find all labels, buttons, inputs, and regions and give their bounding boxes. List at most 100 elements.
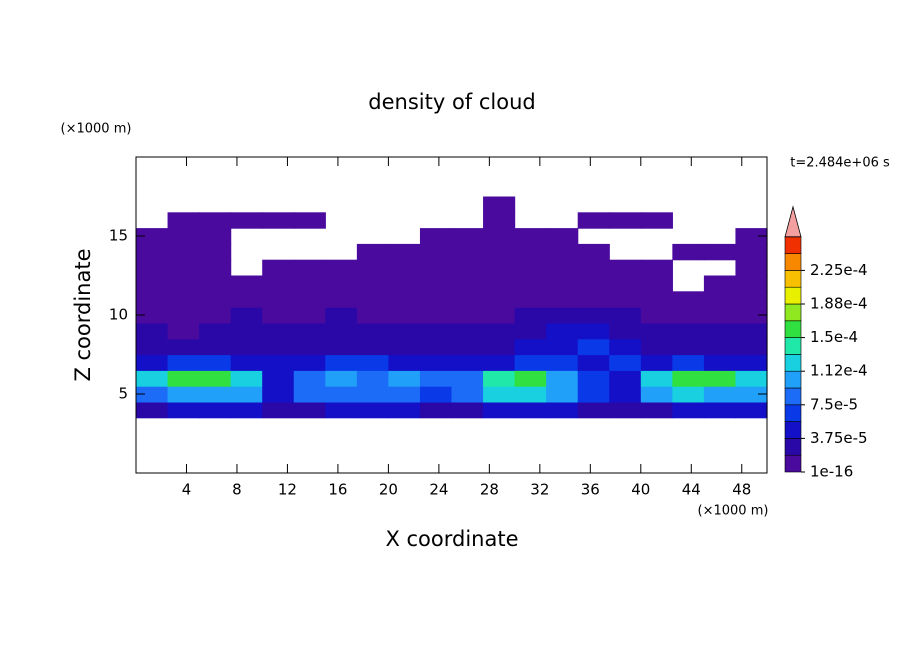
field-cell: [577, 243, 610, 261]
field-cell: [136, 386, 169, 403]
field-cell: [388, 291, 421, 308]
field-cell: [451, 243, 484, 261]
field-cell: [703, 243, 737, 261]
field-cell: [483, 401, 516, 419]
field-cell: [419, 322, 453, 340]
field-cell: [451, 228, 484, 245]
field-cell: [293, 338, 326, 356]
field-cell: [672, 291, 705, 308]
field-cell: [325, 275, 358, 292]
field-cell: [167, 228, 200, 245]
field-cell: [325, 401, 358, 419]
field-cell: [703, 386, 737, 403]
field-cell: [483, 275, 516, 292]
field-cell: [325, 322, 358, 340]
field-cell: [262, 275, 295, 292]
field-cell: [167, 275, 200, 292]
field-cell: [514, 291, 547, 308]
field-cell: [640, 291, 673, 308]
field-cell: [483, 322, 516, 340]
colorbar-band: [784, 236, 802, 254]
x-tick-label: 28: [480, 481, 499, 499]
x-tick-label: 20: [379, 481, 398, 499]
field-cell: [167, 401, 200, 419]
field-cell: [325, 386, 358, 403]
field-cell: [419, 354, 453, 371]
field-cell: [293, 354, 326, 371]
field-cell: [483, 370, 516, 387]
colorbar-band: [784, 387, 802, 406]
time-annotation: t=2.484e+06 s: [790, 156, 890, 171]
field-cell: [199, 386, 232, 403]
colorbar-tick-label: 2.25e-4: [810, 261, 868, 279]
field-cell: [609, 338, 642, 356]
field-cell: [262, 291, 295, 308]
field-cell: [262, 401, 295, 419]
field-cell: [640, 386, 673, 403]
field-cell: [483, 196, 516, 213]
field-cell: [262, 212, 295, 229]
field-cell: [167, 243, 200, 261]
colorbar-tick-label: 1.88e-4: [810, 295, 868, 313]
colorbar-band: [784, 286, 802, 305]
x-unit: (×1000 m): [698, 504, 769, 519]
field-cell: [388, 386, 421, 403]
field-cell: [483, 212, 516, 229]
field-cell: [546, 291, 579, 308]
field-cell: [136, 338, 169, 356]
field-cell: [356, 370, 389, 387]
field-cell: [514, 228, 547, 245]
field-cell: [230, 370, 263, 387]
field-cell: [136, 275, 169, 292]
field-cell: [640, 212, 673, 229]
field-cell: [735, 291, 768, 308]
field-cell: [640, 401, 673, 419]
field-cell: [735, 354, 768, 371]
field-cell: [577, 259, 610, 277]
field-cell: [546, 354, 579, 371]
field-cell: [577, 370, 610, 387]
field-cell: [514, 259, 547, 277]
field-cell: [419, 307, 453, 324]
field-cell: [483, 307, 516, 324]
field-cell: [293, 212, 326, 229]
field-cell: [483, 291, 516, 308]
field-cell: [230, 338, 263, 356]
colorbar-tick-label: 3.75e-5: [810, 429, 868, 447]
field-cell: [419, 401, 453, 419]
field-cell: [609, 354, 642, 371]
colorbar-band: [784, 421, 802, 439]
field-cell: [640, 307, 673, 324]
colorbar-band: [784, 320, 802, 338]
field-cell: [262, 259, 295, 277]
field-cell: [451, 354, 484, 371]
field-cell: [293, 275, 326, 292]
field-cell: [325, 370, 358, 387]
field-cell: [293, 307, 326, 324]
field-cell: [230, 307, 263, 324]
y-tick-label: 15: [109, 227, 128, 245]
field-cell: [388, 338, 421, 356]
colorbar-band: [784, 303, 802, 322]
field-cell: [388, 370, 421, 387]
field-cell: [735, 322, 768, 340]
field-cell: [514, 307, 547, 324]
field-cell: [514, 243, 547, 261]
colorbar-over: [784, 205, 802, 238]
field-cell: [483, 243, 516, 261]
field-cell: [199, 322, 232, 340]
field-cell: [262, 307, 295, 324]
field-cell: [546, 338, 579, 356]
colorbar-tick-label: 7.5e-5: [810, 395, 858, 413]
field-cell: [419, 259, 453, 277]
colorbar-band: [784, 370, 802, 389]
field-cell: [199, 401, 232, 419]
field-cell: [325, 291, 358, 308]
field-cell: [136, 228, 169, 245]
field-cell: [136, 259, 169, 277]
field-cell: [577, 354, 610, 371]
field-cell: [514, 322, 547, 340]
field-cell: [199, 259, 232, 277]
field-cell: [199, 243, 232, 261]
field-cell: [356, 386, 389, 403]
